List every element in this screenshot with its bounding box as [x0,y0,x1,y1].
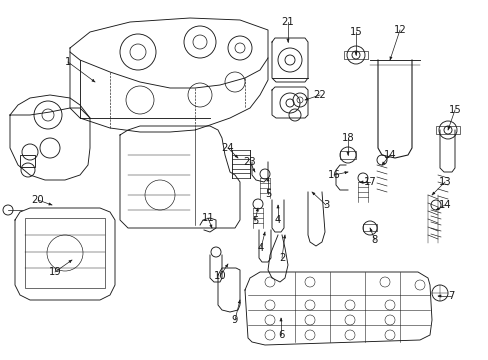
Text: 13: 13 [438,177,450,187]
Text: 3: 3 [322,200,328,210]
Text: 10: 10 [213,271,226,281]
Bar [25,218,105,288]
Text: 9: 9 [231,315,238,325]
Text: 14: 14 [438,200,450,210]
Text: 16: 16 [327,170,340,180]
Text: 15: 15 [447,105,461,115]
Bar [339,151,355,159]
Text: 22: 22 [313,90,325,100]
Text: 1: 1 [65,57,71,67]
Text: 14: 14 [383,150,395,160]
Text: 4: 4 [257,243,264,253]
Bar [343,51,367,59]
Text: 6: 6 [277,330,284,340]
Text: 17: 17 [363,177,376,187]
Text: 12: 12 [393,25,406,35]
Text: 7: 7 [447,291,453,301]
Text: 15: 15 [349,27,362,37]
Text: 11: 11 [201,213,214,223]
Text: 19: 19 [48,267,61,277]
Text: 2: 2 [278,253,285,263]
Text: 5: 5 [251,216,258,226]
Bar [362,224,376,231]
Bar [435,126,459,134]
Text: 24: 24 [221,143,234,153]
Text: 4: 4 [274,215,281,225]
Text: 23: 23 [243,157,256,167]
Text: 21: 21 [281,17,294,27]
Text: 5: 5 [264,189,271,199]
Text: 20: 20 [32,195,44,205]
Bar [20,155,35,167]
Text: 18: 18 [341,133,354,143]
Text: 8: 8 [371,235,377,245]
